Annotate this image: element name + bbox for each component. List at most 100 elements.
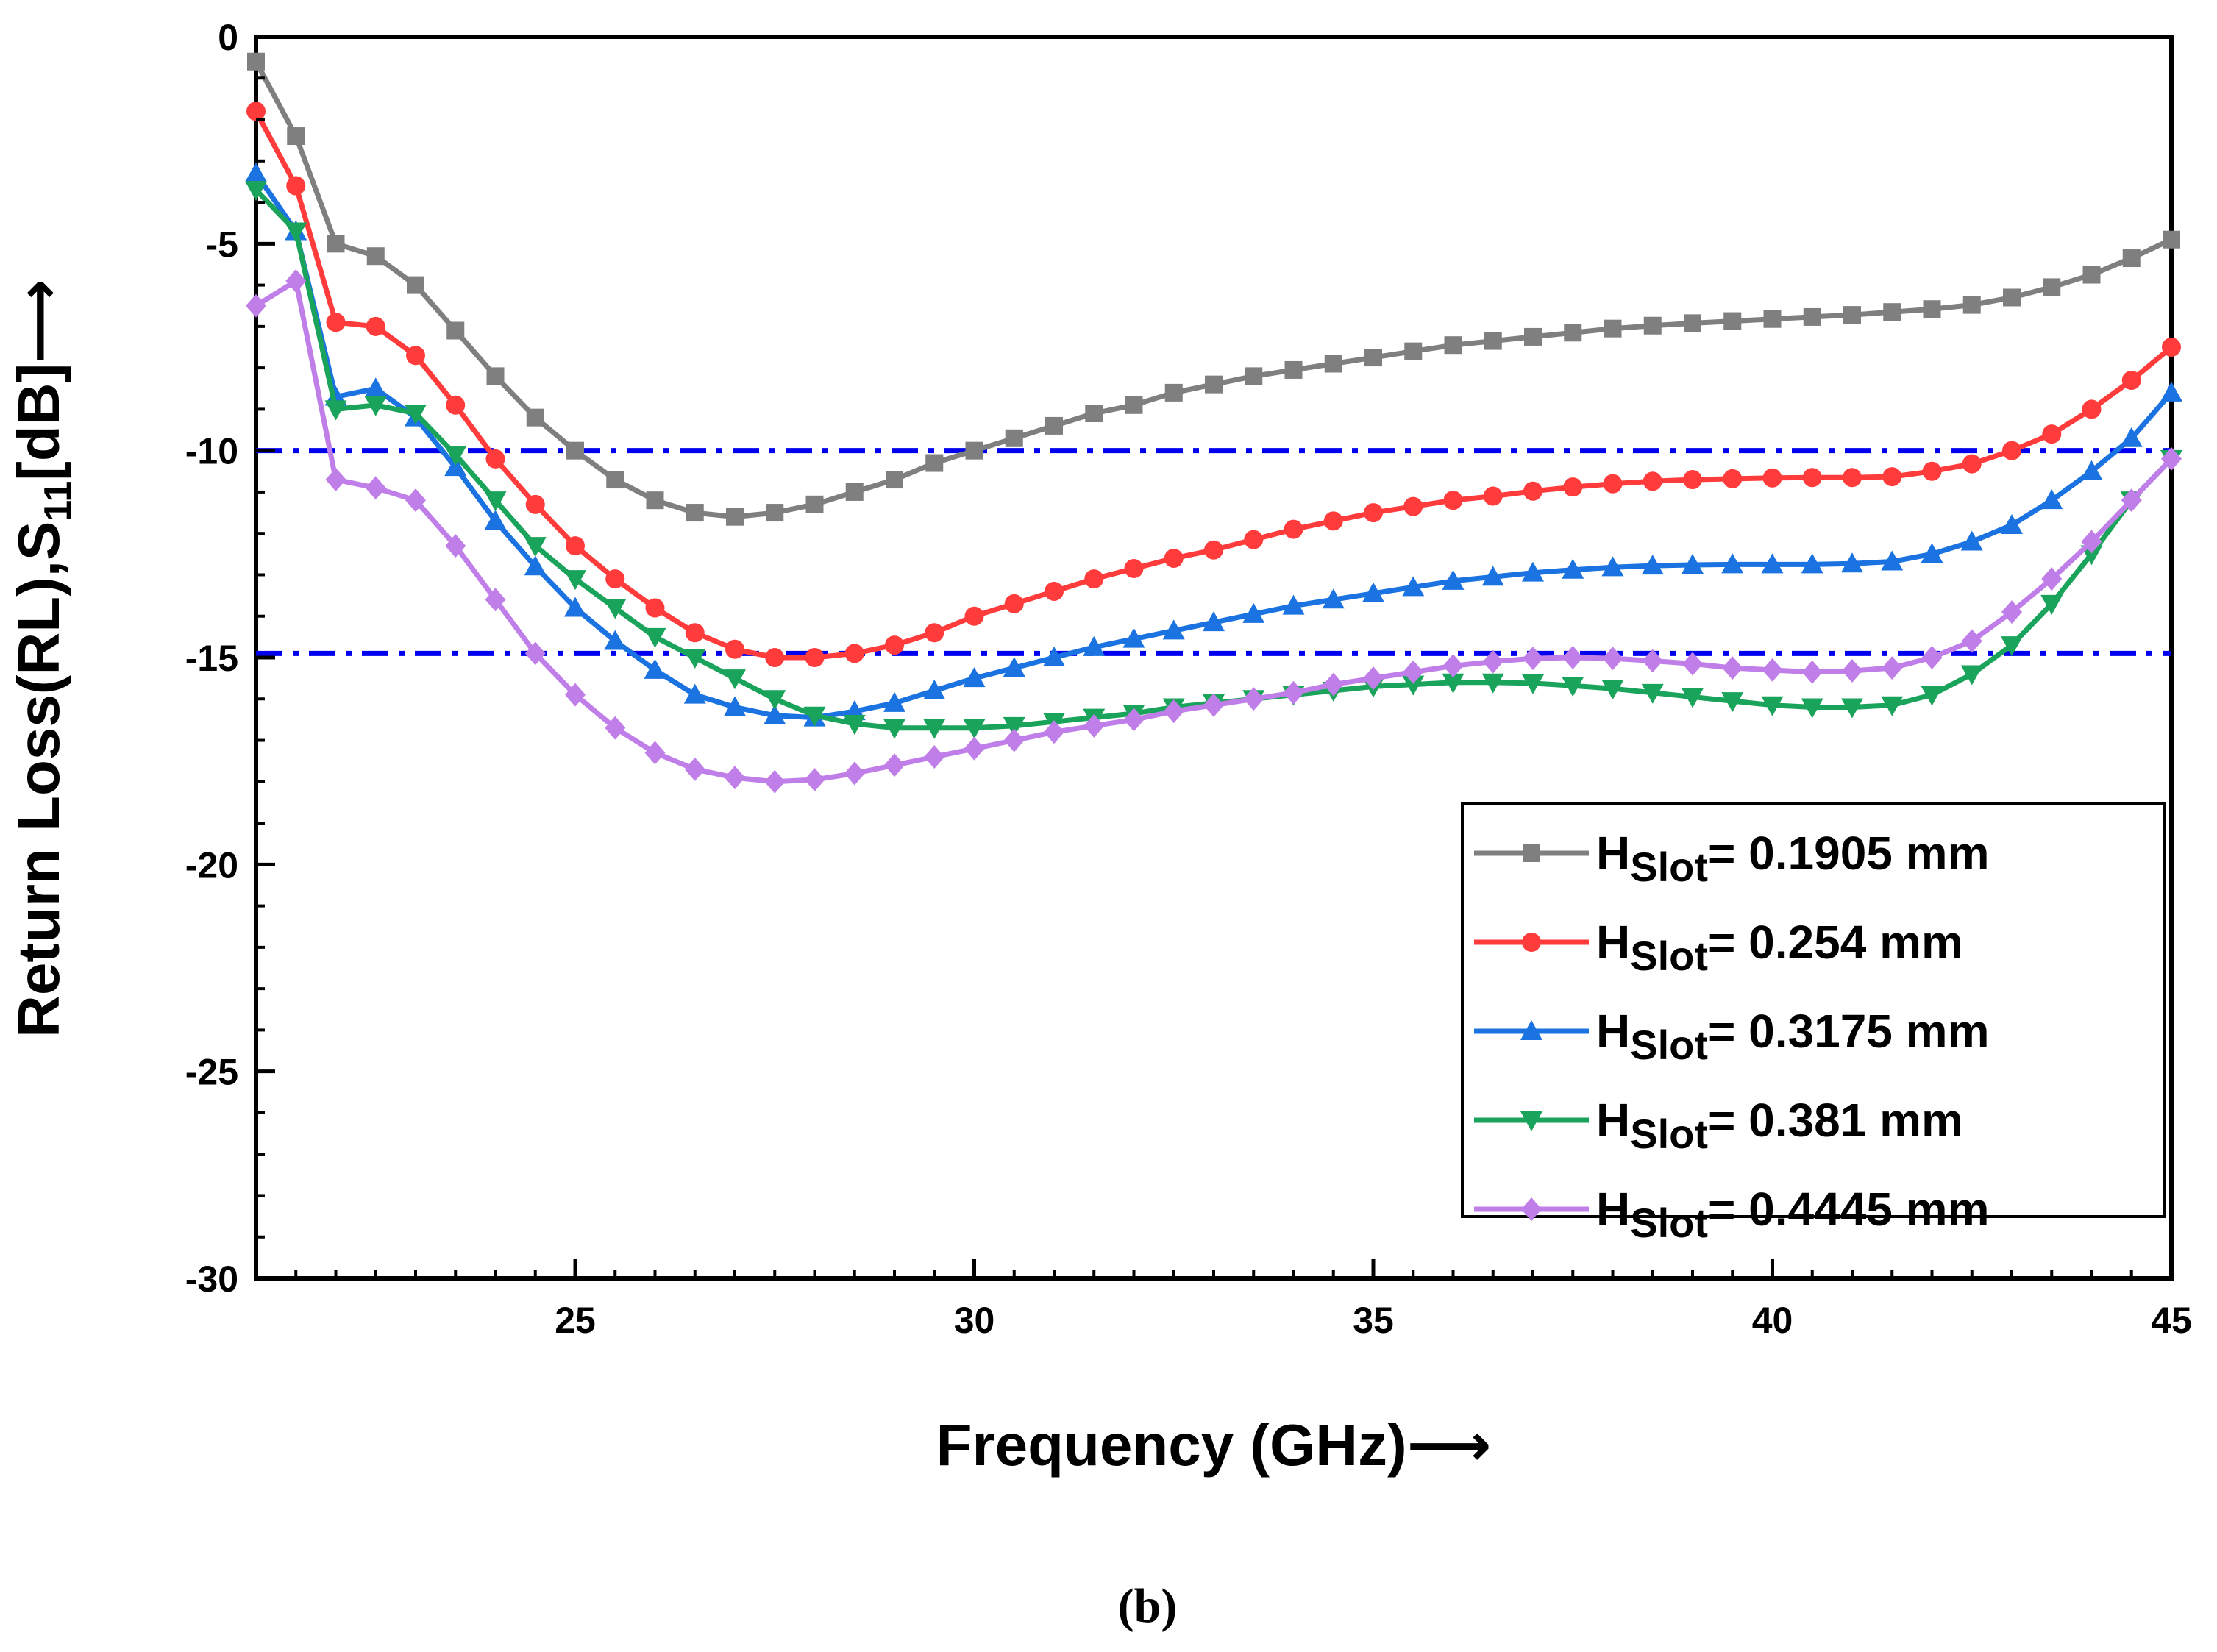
- y-axis-title-main: Return Loss(RL),S: [6, 521, 71, 1038]
- data-point: [1043, 647, 1065, 666]
- x-tick-label: 45: [2151, 1300, 2192, 1341]
- data-point: [1363, 666, 1384, 691]
- y-tick-label: 0: [218, 17, 238, 58]
- data-point: [844, 644, 864, 663]
- panel-label: (b): [1118, 1579, 1178, 1633]
- data-point: [1084, 569, 1104, 589]
- data-point: [1205, 375, 1223, 394]
- data-point: [1962, 296, 1981, 314]
- data-point: [1801, 698, 1823, 719]
- data-point: [1921, 686, 1943, 706]
- data-point: [2001, 636, 2023, 657]
- data-point: [364, 377, 387, 398]
- data-point: [1323, 511, 1343, 531]
- data-point: [1243, 687, 1264, 711]
- data-point: [1003, 716, 1025, 737]
- data-point: [1603, 474, 1623, 494]
- data-point: [1522, 561, 1544, 582]
- y-tick-label: -15: [185, 638, 238, 679]
- data-point: [1244, 530, 1264, 549]
- data-point: [764, 690, 786, 711]
- x-axis: 25 30 35 40 45: [294, 1259, 2192, 1341]
- data-point: [1323, 672, 1344, 697]
- series-5: [246, 268, 2182, 794]
- data-point: [364, 396, 387, 416]
- data-point: [684, 757, 705, 781]
- data-point: [1921, 543, 1943, 563]
- data-point: [1284, 519, 1303, 539]
- data-point: [1083, 635, 1106, 656]
- data-point: [246, 102, 266, 121]
- data-point: [286, 176, 306, 196]
- data-point: [1242, 602, 1265, 623]
- legend-label-value: = 0.381 mm: [1708, 1094, 1963, 1147]
- data-point: [564, 570, 586, 591]
- data-point: [1163, 699, 1184, 724]
- data-point: [1364, 349, 1382, 367]
- data-point: [605, 569, 625, 589]
- legend-label: HSlot= 0.4445 mm: [1596, 1183, 1989, 1246]
- y-tick-label: -5: [206, 224, 238, 265]
- data-point: [725, 766, 745, 790]
- data-point: [2082, 266, 2101, 284]
- data-point: [1961, 629, 1982, 653]
- data-point: [1444, 336, 1462, 355]
- data-point: [964, 736, 985, 761]
- legend-label-value: = 0.1905 mm: [1708, 827, 1990, 880]
- data-point: [2120, 427, 2143, 447]
- data-point: [1604, 319, 1622, 338]
- data-point: [325, 468, 346, 492]
- y-tick-label: -30: [185, 1258, 238, 1300]
- data-point: [963, 667, 986, 688]
- legend-swatch-marker: [1522, 933, 1541, 952]
- data-point: [1801, 660, 1823, 684]
- data-point: [604, 630, 627, 650]
- x-tick-label: 25: [555, 1300, 596, 1341]
- legend-label-prefix: H: [1596, 1005, 1630, 1058]
- data-point: [1044, 720, 1064, 744]
- data-point: [1960, 665, 1983, 686]
- data-point: [1483, 486, 1503, 506]
- data-point: [1523, 481, 1542, 501]
- data-point: [1962, 454, 1982, 474]
- data-point: [1085, 405, 1103, 423]
- data-point: [446, 395, 466, 415]
- data-point: [923, 719, 946, 739]
- data-point: [2163, 230, 2180, 249]
- data-point: [1524, 327, 1542, 346]
- legend-label-subscript: Slot: [1630, 844, 1708, 890]
- data-point: [1761, 696, 1784, 716]
- data-point: [1402, 675, 1425, 696]
- series-2: [246, 102, 2181, 667]
- y-axis-title-suffix: [dB]⟶: [6, 279, 71, 481]
- data-point: [1721, 553, 1744, 574]
- data-point: [1284, 360, 1303, 379]
- data-point: [1562, 646, 1584, 669]
- data-point: [1643, 316, 1662, 335]
- data-point: [444, 446, 467, 466]
- data-point: [444, 456, 467, 477]
- data-point: [1722, 656, 1743, 680]
- data-point: [1841, 552, 1863, 573]
- data-point: [524, 641, 546, 666]
- data-point: [885, 635, 904, 655]
- data-point: [1881, 696, 1904, 716]
- data-point: [366, 247, 385, 266]
- data-point: [804, 767, 825, 791]
- data-point: [2160, 381, 2182, 402]
- data-point: [565, 683, 586, 707]
- data-point: [685, 623, 705, 643]
- data-point: [484, 491, 507, 512]
- y-axis-title: Return Loss(RL),S11[dB]⟶: [6, 279, 79, 1038]
- data-point: [1364, 503, 1383, 523]
- x-tick-label: 30: [954, 1300, 995, 1341]
- data-point: [485, 588, 506, 612]
- data-point: [1005, 429, 1023, 447]
- data-point: [247, 52, 265, 71]
- data-point: [2121, 488, 2142, 513]
- data-point: [1843, 468, 1862, 488]
- series-layer: [245, 52, 2182, 794]
- data-point: [764, 769, 786, 794]
